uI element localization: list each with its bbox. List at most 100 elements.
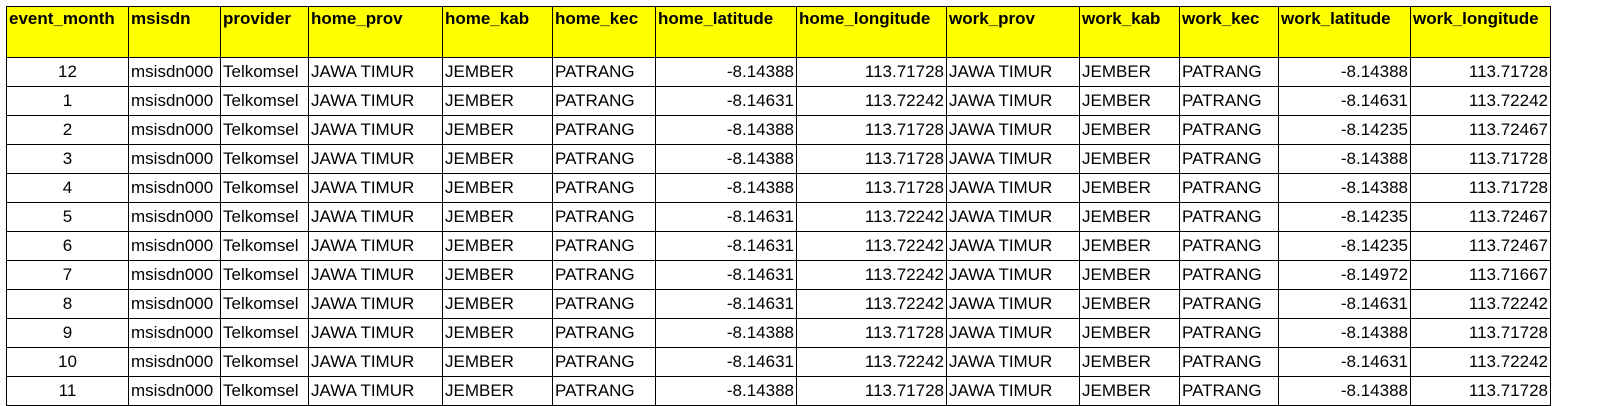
cell-work-prov[interactable]: JAWA TIMUR [946, 289, 1080, 319]
cell-home-prov[interactable]: JAWA TIMUR [308, 86, 443, 116]
cell-work-kab[interactable]: JEMBER [1079, 347, 1180, 377]
cell-home-kec[interactable]: PATRANG [552, 115, 656, 145]
table-row[interactable]: 6 msisdn000 Telkomsel JAWA TIMUR JEMBER PATRA… [6, 231, 1551, 261]
cell-home-longitude[interactable]: 113.72242 [796, 347, 947, 377]
cell-home-kec[interactable]: PATRANG [552, 173, 656, 203]
cell-work-latitude[interactable]: -8.14235 [1278, 202, 1411, 232]
cell-event-month[interactable]: 3 [6, 144, 129, 174]
cell-provider[interactable]: Telkomsel [220, 115, 309, 145]
cell-home-kab[interactable]: JEMBER [442, 289, 553, 319]
cell-msisdn[interactable]: msisdn000 [128, 202, 221, 232]
cell-home-prov[interactable]: JAWA TIMUR [308, 318, 443, 348]
cell-home-kab[interactable]: JEMBER [442, 260, 553, 290]
column-header-work-kab[interactable]: work_kab [1079, 6, 1180, 58]
cell-provider[interactable]: Telkomsel [220, 173, 309, 203]
column-header-work-latitude[interactable]: work_latitude [1278, 6, 1411, 58]
cell-home-kab[interactable]: JEMBER [442, 144, 553, 174]
cell-home-latitude[interactable]: -8.14631 [655, 202, 797, 232]
cell-home-prov[interactable]: JAWA TIMUR [308, 144, 443, 174]
cell-work-kec[interactable]: PATRANG [1179, 144, 1279, 174]
cell-home-latitude[interactable]: -8.14388 [655, 318, 797, 348]
cell-work-prov[interactable]: JAWA TIMUR [946, 115, 1080, 145]
cell-provider[interactable]: Telkomsel [220, 144, 309, 174]
cell-work-longitude[interactable]: 113.71728 [1410, 144, 1551, 174]
cell-work-longitude[interactable]: 113.72242 [1410, 86, 1551, 116]
cell-work-kab[interactable]: JEMBER [1079, 173, 1180, 203]
cell-event-month[interactable]: 12 [6, 57, 129, 87]
cell-work-latitude[interactable]: -8.14388 [1278, 57, 1411, 87]
cell-work-latitude[interactable]: -8.14388 [1278, 144, 1411, 174]
cell-msisdn[interactable]: msisdn000 [128, 289, 221, 319]
cell-home-kab[interactable]: JEMBER [442, 86, 553, 116]
cell-work-kec[interactable]: PATRANG [1179, 289, 1279, 319]
cell-home-longitude[interactable]: 113.71728 [796, 115, 947, 145]
column-header-work-prov[interactable]: work_prov [946, 6, 1080, 58]
cell-work-kab[interactable]: JEMBER [1079, 57, 1180, 87]
cell-event-month[interactable]: 6 [6, 231, 129, 261]
cell-work-latitude[interactable]: -8.14972 [1278, 260, 1411, 290]
cell-home-prov[interactable]: JAWA TIMUR [308, 289, 443, 319]
column-header-home-prov[interactable]: home_prov [308, 6, 443, 58]
table-row[interactable]: 2 msisdn000 Telkomsel JAWA TIMUR JEMBER PATRA… [6, 115, 1551, 145]
cell-home-kab[interactable]: JEMBER [442, 376, 553, 406]
cell-home-longitude[interactable]: 113.71728 [796, 173, 947, 203]
cell-home-kab[interactable]: JEMBER [442, 115, 553, 145]
cell-home-kec[interactable]: PATRANG [552, 318, 656, 348]
cell-work-kec[interactable]: PATRANG [1179, 231, 1279, 261]
cell-home-prov[interactable]: JAWA TIMUR [308, 57, 443, 87]
cell-work-kab[interactable]: JEMBER [1079, 376, 1180, 406]
cell-home-kec[interactable]: PATRANG [552, 289, 656, 319]
cell-home-prov[interactable]: JAWA TIMUR [308, 376, 443, 406]
cell-work-longitude[interactable]: 113.72467 [1410, 231, 1551, 261]
cell-event-month[interactable]: 5 [6, 202, 129, 232]
table-row[interactable]: 4 msisdn000 Telkomsel JAWA TIMUR JEMBER PATRA… [6, 173, 1551, 203]
table-row[interactable]: 1 msisdn000 Telkomsel JAWA TIMUR JEMBER PATRA… [6, 86, 1551, 116]
cell-work-latitude[interactable]: -8.14388 [1278, 318, 1411, 348]
column-header-msisdn[interactable]: msisdn [128, 6, 221, 58]
cell-provider[interactable]: Telkomsel [220, 376, 309, 406]
cell-home-prov[interactable]: JAWA TIMUR [308, 173, 443, 203]
cell-home-longitude[interactable]: 113.71728 [796, 144, 947, 174]
cell-provider[interactable]: Telkomsel [220, 86, 309, 116]
cell-event-month[interactable]: 7 [6, 260, 129, 290]
column-header-work-kec[interactable]: work_kec [1179, 6, 1279, 58]
cell-work-kec[interactable]: PATRANG [1179, 318, 1279, 348]
cell-work-longitude[interactable]: 113.71728 [1410, 376, 1551, 406]
cell-msisdn[interactable]: msisdn000 [128, 173, 221, 203]
cell-work-longitude[interactable]: 113.72467 [1410, 115, 1551, 145]
cell-work-latitude[interactable]: -8.14235 [1278, 231, 1411, 261]
cell-provider[interactable]: Telkomsel [220, 347, 309, 377]
column-header-home-kab[interactable]: home_kab [442, 6, 553, 58]
cell-event-month[interactable]: 1 [6, 86, 129, 116]
cell-work-kec[interactable]: PATRANG [1179, 57, 1279, 87]
cell-work-latitude[interactable]: -8.14631 [1278, 347, 1411, 377]
cell-event-month[interactable]: 2 [6, 115, 129, 145]
cell-provider[interactable]: Telkomsel [220, 318, 309, 348]
cell-work-kab[interactable]: JEMBER [1079, 115, 1180, 145]
cell-home-kec[interactable]: PATRANG [552, 347, 656, 377]
cell-work-prov[interactable]: JAWA TIMUR [946, 231, 1080, 261]
cell-home-prov[interactable]: JAWA TIMUR [308, 260, 443, 290]
cell-event-month[interactable]: 4 [6, 173, 129, 203]
cell-work-kab[interactable]: JEMBER [1079, 289, 1180, 319]
cell-provider[interactable]: Telkomsel [220, 231, 309, 261]
cell-home-latitude[interactable]: -8.14388 [655, 173, 797, 203]
cell-home-latitude[interactable]: -8.14388 [655, 57, 797, 87]
table-row[interactable]: 5 msisdn000 Telkomsel JAWA TIMUR JEMBER PATRA… [6, 202, 1551, 232]
cell-home-kab[interactable]: JEMBER [442, 231, 553, 261]
cell-event-month[interactable]: 11 [6, 376, 129, 406]
cell-home-latitude[interactable]: -8.14388 [655, 376, 797, 406]
table-row[interactable]: 8 msisdn000 Telkomsel JAWA TIMUR JEMBER PATRA… [6, 289, 1551, 319]
cell-work-latitude[interactable]: -8.14388 [1278, 173, 1411, 203]
cell-home-kec[interactable]: PATRANG [552, 57, 656, 87]
cell-work-longitude[interactable]: 113.72467 [1410, 202, 1551, 232]
cell-event-month[interactable]: 9 [6, 318, 129, 348]
cell-home-latitude[interactable]: -8.14631 [655, 347, 797, 377]
cell-home-longitude[interactable]: 113.72242 [796, 202, 947, 232]
table-row[interactable]: 3 msisdn000 Telkomsel JAWA TIMUR JEMBER PATRA… [6, 144, 1551, 174]
cell-home-kec[interactable]: PATRANG [552, 231, 656, 261]
cell-home-longitude[interactable]: 113.72242 [796, 231, 947, 261]
cell-msisdn[interactable]: msisdn000 [128, 86, 221, 116]
cell-home-latitude[interactable]: -8.14631 [655, 86, 797, 116]
cell-home-longitude[interactable]: 113.71728 [796, 376, 947, 406]
